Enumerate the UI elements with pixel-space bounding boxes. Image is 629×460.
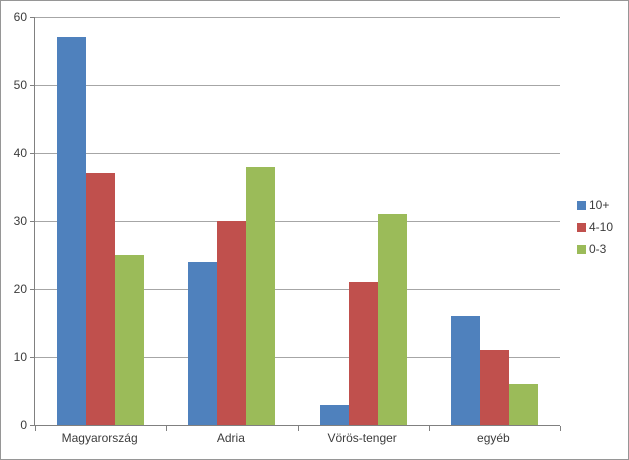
legend-label: 0-3 (589, 242, 607, 256)
bar-10+-Magyarország (57, 37, 87, 425)
legend-label: 10+ (589, 198, 610, 212)
y-axis-label-50: 50 (13, 78, 27, 92)
legend-swatch-icon (577, 244, 586, 254)
legend-item-10+: 10+ (577, 198, 613, 212)
bar-0-3-Magyarország (115, 255, 145, 425)
x-axis-label-Vörös-tenger: Vörös-tenger (327, 431, 397, 445)
x-axis-tick (297, 426, 299, 431)
bar-10+-Adria (188, 261, 218, 425)
bar-0-3-Vörös-tenger (377, 214, 407, 425)
legend-item-0-3: 0-3 (577, 242, 613, 256)
y-axis-label-0: 0 (20, 418, 27, 432)
legend: 10+ 4-10 0-3 (577, 198, 613, 256)
bar-0-3-Adria (246, 166, 276, 425)
x-axis-tick (428, 426, 430, 431)
bar-10+-egyéb (450, 316, 480, 425)
y-axis-tick (30, 17, 35, 18)
gridline-40 (35, 153, 560, 154)
y-axis-tick (30, 289, 35, 290)
y-axis-tick (30, 425, 35, 426)
y-axis-tick (30, 221, 35, 222)
y-axis-tick (30, 357, 35, 358)
y-axis-label-10: 10 (13, 350, 27, 364)
bar-4-10-Magyarország (86, 173, 116, 425)
gridline-50 (35, 85, 560, 86)
bar-4-10-Adria (217, 221, 247, 425)
y-axis-label-30: 30 (13, 214, 27, 228)
gridline-10 (35, 357, 560, 358)
x-axis-tick (166, 426, 168, 431)
legend-swatch-icon (577, 200, 586, 210)
bar-4-10-Vörös-tenger (348, 282, 378, 425)
legend-swatch-icon (577, 222, 586, 232)
x-axis-label-Magyarország: Magyarország (61, 431, 138, 445)
x-axis-label-Adria: Adria (216, 431, 245, 445)
bar-10+-Vörös-tenger (319, 404, 349, 425)
plot-area (30, 17, 561, 431)
gridline-20 (35, 289, 560, 290)
y-axis-tick (30, 85, 35, 86)
y-axis-label-60: 60 (13, 10, 27, 24)
legend-label: 4-10 (589, 220, 614, 234)
y-axis-tick (30, 153, 35, 154)
y-axis-label-20: 20 (13, 282, 27, 296)
x-axis-tick (560, 426, 561, 431)
x-axis-label-egyéb: egyéb (477, 431, 510, 445)
x-axis-tick (35, 426, 36, 431)
y-axis-label-40: 40 (13, 146, 27, 160)
bar-4-10-egyéb (479, 350, 509, 425)
legend-item-4-10: 4-10 (577, 220, 613, 234)
gridline-60 (35, 17, 560, 18)
bar-0-3-egyéb (508, 384, 538, 425)
gridline-30 (35, 221, 560, 222)
